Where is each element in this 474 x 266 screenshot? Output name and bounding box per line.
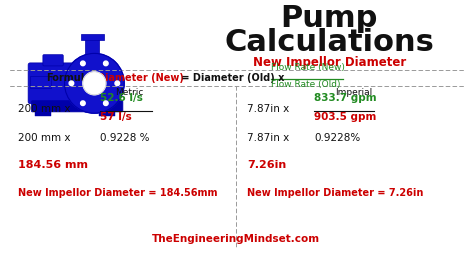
Text: 903.5 gpm: 903.5 gpm (314, 112, 376, 122)
Text: Calculations: Calculations (224, 28, 434, 57)
Text: Flow Rate (Old): Flow Rate (Old) (271, 80, 341, 89)
Text: TheEngineeringMindset.com: TheEngineeringMindset.com (152, 234, 320, 244)
Circle shape (115, 81, 119, 86)
Circle shape (81, 61, 85, 66)
FancyBboxPatch shape (85, 35, 99, 56)
FancyBboxPatch shape (28, 63, 76, 104)
Text: 7.87in x: 7.87in x (247, 133, 290, 143)
Text: 200 mm x: 200 mm x (18, 104, 71, 114)
Text: Formula:: Formula: (46, 73, 95, 83)
Text: New Impellor Diameter = 184.56mm: New Impellor Diameter = 184.56mm (18, 188, 218, 198)
Text: Pump: Pump (281, 4, 378, 33)
Text: New Impellor Diameter: New Impellor Diameter (253, 56, 406, 69)
Text: Imperial: Imperial (336, 88, 373, 97)
Text: 0.9228%: 0.9228% (314, 133, 360, 143)
Text: 833.7 gpm: 833.7 gpm (314, 93, 377, 103)
FancyBboxPatch shape (30, 76, 51, 88)
Text: 7.87in x: 7.87in x (247, 104, 290, 114)
Circle shape (81, 101, 85, 106)
FancyBboxPatch shape (99, 109, 115, 115)
FancyBboxPatch shape (35, 109, 51, 115)
FancyBboxPatch shape (31, 101, 123, 112)
Text: New Impellor Diameter = 7.26in: New Impellor Diameter = 7.26in (247, 188, 424, 198)
Circle shape (83, 72, 106, 95)
FancyBboxPatch shape (43, 55, 63, 66)
Circle shape (103, 61, 108, 66)
Text: 57 l/s: 57 l/s (100, 112, 131, 122)
Text: 184.56 mm: 184.56 mm (18, 160, 88, 170)
Text: Diameter (New): Diameter (New) (97, 73, 183, 83)
Text: Metric: Metric (116, 88, 144, 97)
Text: 52.6 l/s: 52.6 l/s (100, 93, 143, 103)
Circle shape (69, 81, 74, 86)
Circle shape (103, 101, 108, 106)
Circle shape (64, 53, 124, 113)
Text: = Diameter (Old) x: = Diameter (Old) x (178, 73, 284, 83)
Text: Flow Rate (New): Flow Rate (New) (271, 63, 345, 72)
Text: 0.9228 %: 0.9228 % (100, 133, 149, 143)
Text: 7.26in: 7.26in (247, 160, 287, 170)
Text: 200 mm x: 200 mm x (18, 133, 71, 143)
FancyBboxPatch shape (81, 34, 103, 40)
